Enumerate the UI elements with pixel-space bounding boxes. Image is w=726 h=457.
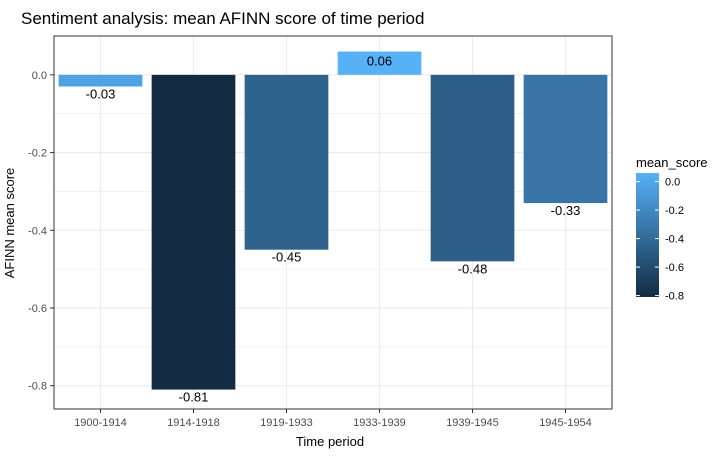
data-label: -0.48 xyxy=(458,261,488,276)
x-tick-label: 1900-1914 xyxy=(74,417,127,429)
legend-tick-label: 0.0 xyxy=(665,177,680,189)
y-tick-label: 0.0 xyxy=(32,70,47,82)
data-label: -0.45 xyxy=(272,250,302,265)
legend-tick-label: -0.4 xyxy=(665,234,684,246)
legend-tick-label: -0.8 xyxy=(665,291,684,303)
y-tick-label: -0.6 xyxy=(28,303,47,315)
bar xyxy=(430,74,515,262)
data-label: -0.03 xyxy=(86,87,116,102)
x-tick-label: 1919-1933 xyxy=(260,417,313,429)
y-axis: 0.0 -0.2 -0.4 -0.6 -0.8 xyxy=(28,70,54,393)
panel-border xyxy=(53,35,613,410)
y-tick-label: -0.4 xyxy=(28,225,47,237)
x-tick-label: 1945-1954 xyxy=(539,417,592,429)
legend: mean_score 0.0 -0.2 -0.4 -0.6 -0.8 xyxy=(636,155,708,303)
bar xyxy=(244,74,329,250)
legend-title: mean_score xyxy=(636,155,708,170)
data-label: -0.81 xyxy=(179,390,209,405)
bar xyxy=(151,74,236,390)
data-label: -0.33 xyxy=(551,203,581,218)
x-axis: 1900-1914 1914-1918 1919-1933 1933-1939 1939… xyxy=(74,409,592,429)
bar xyxy=(337,51,422,75)
data-label: 0.06 xyxy=(367,54,392,69)
bar xyxy=(58,74,143,87)
x-tick-label: 1933-1939 xyxy=(353,417,406,429)
legend-colorbar xyxy=(636,173,659,297)
chart-title: Sentiment analysis: mean AFINN score of … xyxy=(21,9,424,28)
legend-tick-label: -0.2 xyxy=(665,205,684,217)
bar xyxy=(523,74,608,204)
data-labels: -0.03 -0.81 -0.45 0.06 -0.48 -0.33 xyxy=(86,54,581,405)
y-tick-label: -0.2 xyxy=(28,148,47,160)
legend-tick-label: -0.6 xyxy=(665,262,684,274)
x-tick-label: 1939-1945 xyxy=(446,417,499,429)
y-axis-title: AFINN mean score xyxy=(2,168,17,279)
legend-ticks: 0.0 -0.2 -0.4 -0.6 -0.8 xyxy=(636,177,684,303)
x-axis-title: Time period xyxy=(296,434,364,449)
bars xyxy=(58,51,608,390)
x-tick-label: 1914-1918 xyxy=(167,417,220,429)
y-tick-label: -0.8 xyxy=(28,381,47,393)
